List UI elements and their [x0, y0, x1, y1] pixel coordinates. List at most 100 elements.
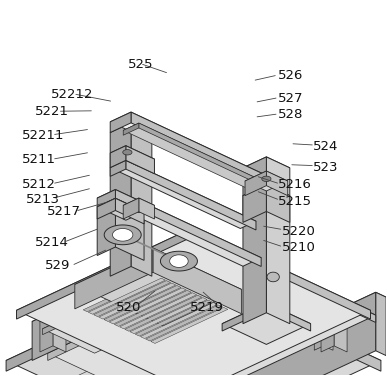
Polygon shape [40, 312, 66, 324]
Polygon shape [97, 198, 115, 219]
Polygon shape [194, 285, 339, 361]
Polygon shape [151, 308, 228, 343]
Polygon shape [170, 255, 188, 267]
Polygon shape [188, 292, 386, 376]
Polygon shape [139, 123, 264, 186]
Polygon shape [115, 198, 144, 224]
Text: 525: 525 [128, 58, 154, 71]
Text: 5220: 5220 [282, 224, 316, 238]
Polygon shape [321, 312, 347, 324]
Polygon shape [168, 291, 376, 376]
Polygon shape [126, 160, 256, 230]
Polygon shape [188, 292, 376, 376]
Polygon shape [115, 290, 192, 326]
Text: 529: 529 [45, 259, 70, 273]
Polygon shape [94, 280, 171, 317]
Polygon shape [110, 160, 256, 229]
Polygon shape [243, 157, 290, 179]
Polygon shape [194, 273, 381, 371]
Polygon shape [139, 198, 154, 219]
Polygon shape [97, 198, 115, 256]
Polygon shape [17, 227, 194, 319]
Text: 528: 528 [278, 108, 304, 121]
Text: 5219: 5219 [190, 301, 224, 314]
Text: 52211: 52211 [22, 129, 64, 142]
Polygon shape [99, 283, 176, 319]
Polygon shape [321, 312, 334, 352]
Polygon shape [75, 248, 153, 309]
Text: 5215: 5215 [278, 195, 312, 208]
Text: 5210: 5210 [282, 241, 316, 255]
Text: 5221: 5221 [35, 105, 69, 118]
Polygon shape [123, 150, 132, 155]
Polygon shape [48, 285, 339, 376]
Polygon shape [130, 298, 207, 334]
Polygon shape [43, 261, 188, 335]
Polygon shape [97, 198, 144, 220]
Polygon shape [314, 303, 333, 312]
Polygon shape [53, 312, 66, 352]
Polygon shape [40, 312, 53, 352]
Polygon shape [123, 198, 154, 213]
Polygon shape [314, 303, 324, 350]
Polygon shape [109, 288, 186, 324]
Text: 5211: 5211 [22, 153, 56, 167]
Polygon shape [245, 171, 288, 191]
Polygon shape [376, 292, 386, 356]
Polygon shape [6, 273, 194, 371]
Polygon shape [180, 246, 194, 286]
Text: 527: 527 [278, 92, 304, 105]
Polygon shape [194, 227, 370, 319]
Polygon shape [184, 364, 203, 373]
Polygon shape [194, 246, 256, 314]
Polygon shape [266, 185, 290, 223]
Polygon shape [324, 291, 376, 323]
Text: 526: 526 [278, 69, 304, 82]
Polygon shape [32, 246, 256, 351]
Polygon shape [120, 293, 197, 329]
Text: 5217: 5217 [47, 205, 81, 218]
Text: 523: 523 [313, 161, 339, 174]
Polygon shape [140, 303, 217, 338]
Polygon shape [194, 364, 203, 376]
Polygon shape [6, 273, 381, 376]
Polygon shape [267, 272, 279, 282]
Polygon shape [243, 185, 266, 223]
Polygon shape [97, 198, 144, 220]
Polygon shape [104, 225, 141, 245]
Polygon shape [266, 303, 311, 331]
Text: 5212: 5212 [22, 178, 56, 191]
Polygon shape [184, 364, 194, 376]
Text: 5216: 5216 [278, 178, 312, 191]
Polygon shape [97, 190, 115, 207]
Polygon shape [262, 176, 271, 182]
Polygon shape [48, 285, 194, 361]
Polygon shape [110, 160, 126, 176]
Text: 5214: 5214 [35, 236, 69, 249]
Polygon shape [180, 246, 207, 258]
Polygon shape [243, 157, 266, 324]
Polygon shape [113, 229, 133, 241]
Polygon shape [115, 190, 261, 267]
Polygon shape [131, 123, 152, 276]
Polygon shape [88, 278, 165, 314]
Polygon shape [115, 198, 144, 261]
Polygon shape [110, 112, 277, 190]
Polygon shape [110, 112, 131, 133]
Polygon shape [110, 146, 126, 168]
Polygon shape [75, 248, 241, 326]
Polygon shape [83, 276, 160, 312]
Polygon shape [126, 146, 154, 174]
Polygon shape [146, 305, 223, 341]
Polygon shape [131, 112, 277, 191]
Polygon shape [243, 185, 290, 206]
Polygon shape [222, 303, 311, 344]
Text: 5213: 5213 [26, 193, 60, 206]
Text: 524: 524 [313, 140, 338, 153]
Polygon shape [123, 123, 139, 135]
Polygon shape [222, 303, 266, 331]
Polygon shape [245, 171, 266, 196]
Polygon shape [110, 123, 152, 142]
Polygon shape [194, 246, 207, 286]
Polygon shape [324, 303, 333, 350]
